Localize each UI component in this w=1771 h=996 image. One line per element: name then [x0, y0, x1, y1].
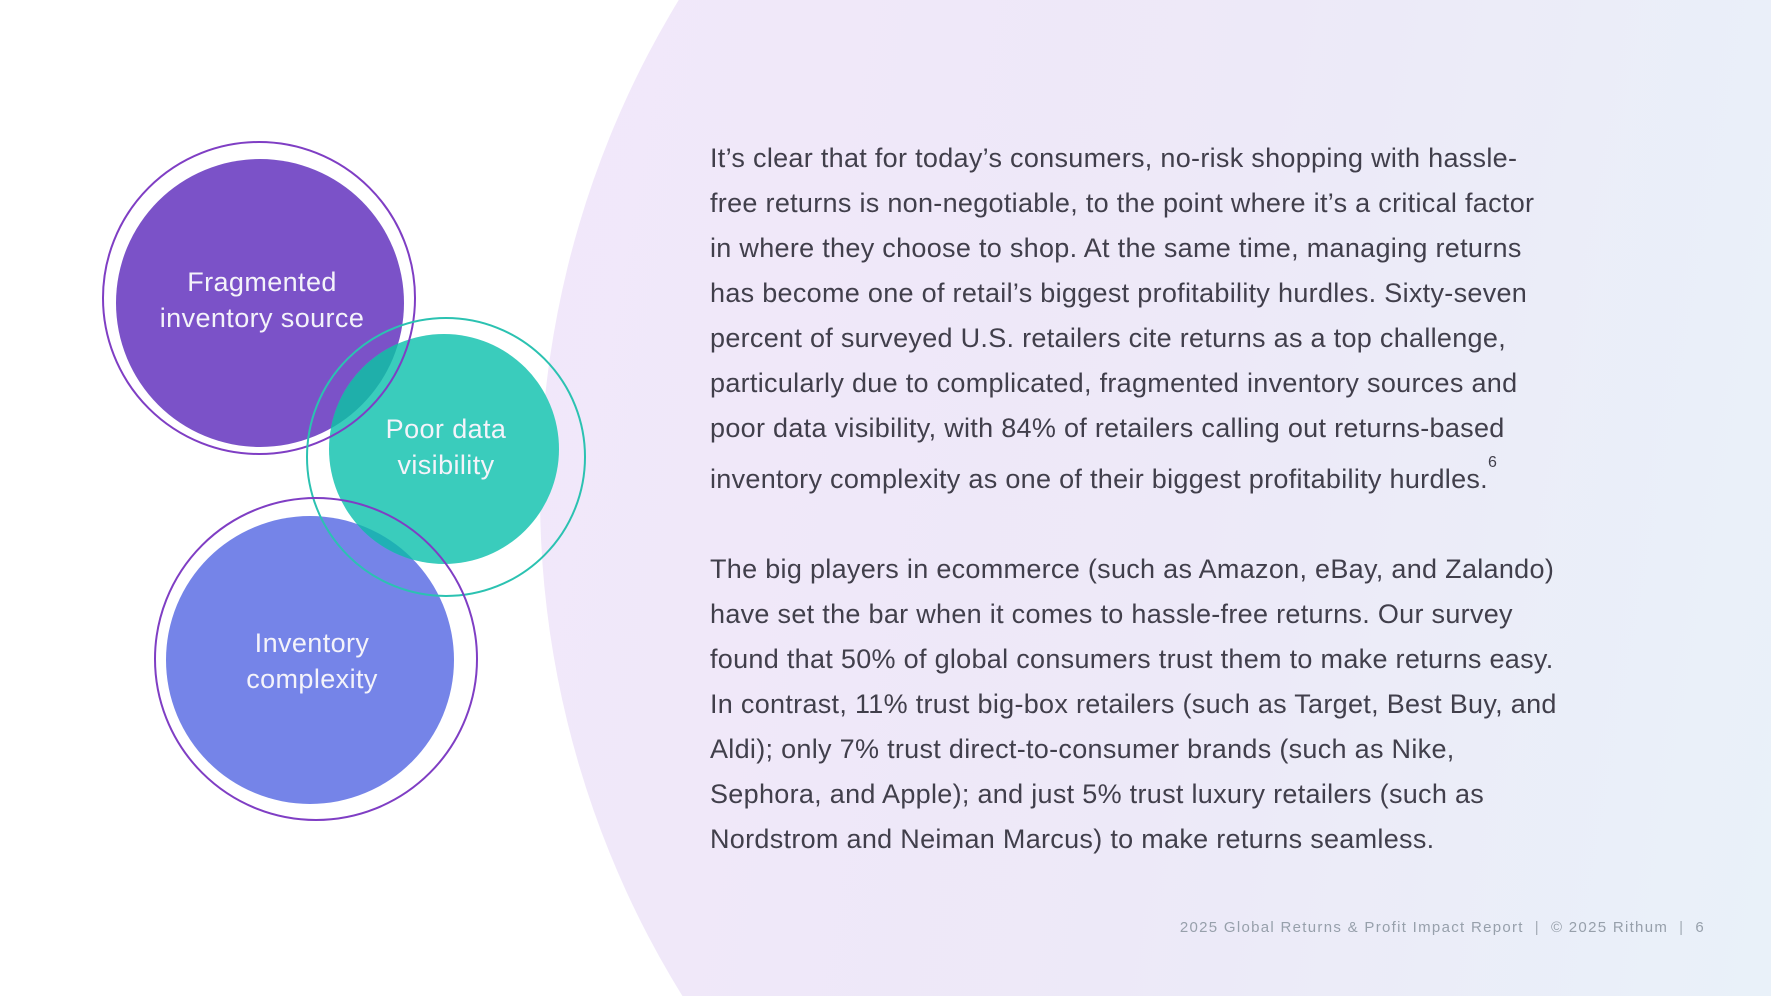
footer-separator-2: | [1679, 919, 1685, 936]
poor-data-visibility-circle [329, 334, 559, 564]
paragraph-returns-challenge: It’s clear that for today’s consumers, n… [710, 136, 1735, 502]
inventory-complexity-circle [166, 516, 454, 804]
teal-outline-ring [306, 317, 586, 597]
paragraph-2-text: The big players in ecommerce (such as Am… [710, 554, 1557, 854]
paragraph-1-text: It’s clear that for today’s consumers, n… [710, 143, 1535, 494]
purple-outline-ring-top [102, 141, 416, 455]
fragmented-inventory-circle [116, 159, 404, 447]
purple-outline-ring-bottom [154, 497, 478, 821]
poor-data-visibility-label: Poor data visibility [385, 414, 507, 480]
footer-report-title: 2025 Global Returns & Profit Impact Repo… [1179, 919, 1524, 936]
challenges-venn-diagram: Fragmented inventory source Poor data vi… [0, 0, 660, 996]
footer-page-number: 6 [1695, 919, 1705, 936]
inventory-complexity-label: Inventory complexity [246, 628, 378, 694]
footer-separator-1: | [1534, 919, 1540, 936]
fragmented-inventory-label: Fragmented inventory source [159, 267, 365, 333]
body-copy: It’s clear that for today’s consumers, n… [710, 136, 1735, 862]
venn-circles-graphic [102, 141, 586, 821]
footnote-reference-6: 6 [1488, 454, 1497, 471]
background-gradient-ellipse [540, 0, 1771, 996]
paragraph-ecommerce-trust: The big players in ecommerce (such as Am… [710, 547, 1735, 862]
page-footer: 2025 Global Returns & Profit Impact Repo… [1180, 919, 1705, 936]
footer-copyright: © 2025 Rithum [1550, 919, 1669, 936]
